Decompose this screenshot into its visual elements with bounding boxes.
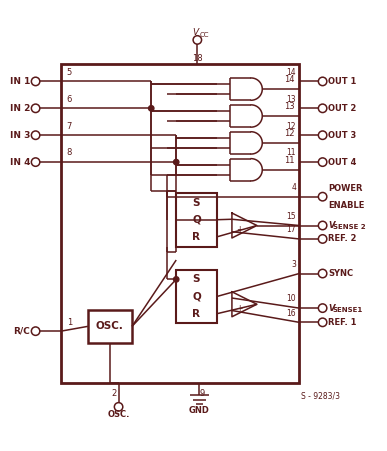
Text: REF. 2: REF. 2 (328, 235, 356, 244)
Text: R: R (192, 309, 200, 319)
Text: 14: 14 (284, 75, 295, 84)
Bar (88, 310, 132, 343)
Text: IN 3: IN 3 (10, 131, 30, 140)
Text: 10: 10 (286, 295, 296, 304)
Text: R: R (192, 232, 200, 242)
Text: 13: 13 (286, 95, 296, 104)
Text: SENSE1: SENSE1 (332, 307, 363, 313)
Text: IN 2: IN 2 (10, 104, 30, 113)
Text: V: V (328, 304, 334, 313)
Text: IN 1: IN 1 (10, 77, 30, 86)
Text: Q: Q (192, 292, 201, 302)
Text: S: S (193, 198, 200, 207)
Text: 1: 1 (67, 318, 72, 327)
Circle shape (173, 159, 179, 165)
Text: IN 4: IN 4 (10, 157, 30, 166)
Text: 6: 6 (67, 95, 72, 104)
Text: POWER: POWER (328, 184, 363, 193)
Text: 2: 2 (111, 389, 116, 398)
Text: OUT 4: OUT 4 (328, 157, 356, 166)
Text: S: S (193, 274, 200, 285)
Text: 17: 17 (286, 226, 296, 235)
Text: 15: 15 (286, 212, 296, 221)
Text: SENSE 2: SENSE 2 (332, 224, 365, 230)
Text: OSC.: OSC. (96, 322, 124, 331)
Text: 3: 3 (291, 260, 296, 269)
Text: V: V (328, 221, 334, 230)
Text: 11: 11 (287, 148, 296, 157)
Text: 13: 13 (284, 102, 295, 111)
Text: 18: 18 (192, 54, 203, 63)
Text: V: V (192, 28, 199, 37)
Text: +: + (236, 304, 242, 313)
Bar (176, 193, 217, 247)
Text: GND: GND (189, 406, 210, 415)
Circle shape (173, 276, 179, 282)
Text: 9: 9 (199, 389, 204, 398)
Text: OUT 3: OUT 3 (328, 131, 356, 140)
Bar (61, 64, 299, 383)
Text: OUT 1: OUT 1 (328, 77, 356, 86)
Text: SYNC: SYNC (328, 269, 353, 278)
Text: REF. 1: REF. 1 (328, 318, 356, 327)
Text: S - 9283/3: S - 9283/3 (300, 392, 339, 401)
Circle shape (149, 106, 154, 111)
Text: ENABLE: ENABLE (328, 201, 364, 210)
Text: 16: 16 (286, 309, 296, 318)
Text: 5: 5 (67, 68, 72, 77)
Bar (176, 270, 217, 323)
Text: 12: 12 (287, 122, 296, 131)
Text: OSC.: OSC. (107, 410, 130, 419)
Text: +: + (236, 226, 242, 235)
Text: 11: 11 (284, 156, 295, 165)
Text: 14: 14 (286, 68, 296, 77)
Text: 8: 8 (67, 148, 72, 157)
Text: 7: 7 (67, 122, 72, 131)
Text: CC: CC (200, 32, 209, 37)
Text: R/C: R/C (14, 327, 30, 336)
Text: Q: Q (192, 215, 201, 225)
Text: OUT 2: OUT 2 (328, 104, 356, 113)
Text: 4: 4 (291, 183, 296, 192)
Text: 12: 12 (284, 129, 295, 138)
